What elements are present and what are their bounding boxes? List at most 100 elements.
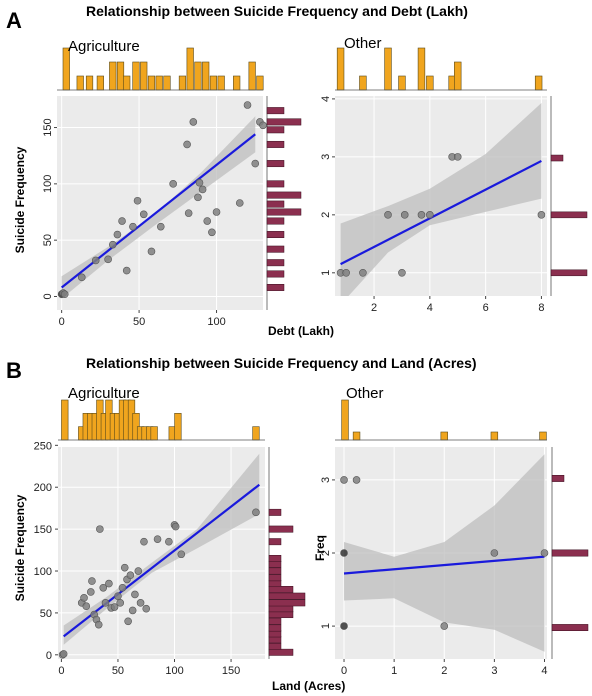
A-other-data-point xyxy=(400,211,409,219)
B-other-y-tick-label: 2 xyxy=(320,550,332,556)
panel-a-other: 2 4 6 8 1 2 3 4 Other xyxy=(320,35,588,314)
panel-a-agriculture-ylabel: Suicide Frequency xyxy=(13,146,27,253)
B-other-data-point xyxy=(352,476,361,484)
B-other-right-hist-bar xyxy=(551,624,589,631)
A-other-top-hist-bar xyxy=(359,75,367,91)
B-other-data-point xyxy=(340,622,348,630)
A-other-top-hist-bar xyxy=(384,47,392,91)
A-agriculture-right-hist-bar xyxy=(266,126,285,134)
B-agriculture-y-tick-label: 200 xyxy=(34,482,52,494)
A-other-data-point xyxy=(398,269,406,277)
B-agriculture-data-point xyxy=(87,588,95,596)
B-agriculture-x-tick-label: 50 xyxy=(112,665,124,677)
A-agriculture-right-hist-bar xyxy=(266,200,285,208)
B-agriculture-top-hist-bar xyxy=(61,399,69,441)
B-other-data-point xyxy=(340,476,348,484)
A-agriculture-data-point xyxy=(147,247,156,256)
A-agriculture-data-point xyxy=(189,118,198,126)
B-agriculture-fit-line xyxy=(62,483,261,638)
A-agriculture-right-hist-bar xyxy=(266,270,285,278)
A-agriculture-data-point xyxy=(208,228,216,237)
A-other-fit-line xyxy=(340,159,542,266)
B-agriculture-right-hist-bar xyxy=(268,617,282,625)
A-agriculture-data-point xyxy=(198,185,207,194)
B-agriculture-data-point xyxy=(128,606,137,615)
A-agriculture-data-point xyxy=(156,222,165,231)
B-agriculture-data-point xyxy=(120,563,129,572)
A-agriculture-plot-background xyxy=(57,96,263,310)
B-agriculture-data-point xyxy=(153,535,162,543)
B-agriculture-y-tick-label: 150 xyxy=(34,524,52,536)
A-agriculture-data-point xyxy=(184,209,193,217)
A-agriculture-top-hist-bar xyxy=(123,75,131,91)
A-agriculture-data-point xyxy=(183,140,191,149)
B-agriculture-y-tick-label: 100 xyxy=(34,566,52,578)
B-agriculture-data-point xyxy=(124,617,132,626)
A-agriculture-top-hist-bar xyxy=(96,75,104,91)
B-other-top-hist-bar xyxy=(539,431,547,441)
A-agriculture-y-tick-label: 100 xyxy=(42,175,54,193)
B-other-fit-line xyxy=(343,555,545,575)
B-agriculture-data-point xyxy=(136,599,145,607)
B-other-top-hist-bar xyxy=(352,431,361,441)
A-agriculture-data-point xyxy=(203,217,212,225)
B-agriculture-right-hist-bar xyxy=(268,525,294,533)
A-other-top-hist-bar xyxy=(426,75,434,91)
A-agriculture-data-point xyxy=(122,266,131,275)
B-agriculture-data-point xyxy=(165,537,173,546)
A-agriculture-data-point xyxy=(169,180,177,188)
B-agriculture-y-tick-label: 0 xyxy=(46,650,52,662)
A-other-data-point xyxy=(453,153,462,161)
B-other-top-hist-bar xyxy=(341,399,349,441)
B-agriculture-data-point xyxy=(80,594,88,602)
panel-b-agriculture-xlabel: Land (Acres) xyxy=(272,679,345,693)
B-agriculture-right-hist-bar xyxy=(268,630,282,638)
A-other-right-hist-bar xyxy=(550,269,588,277)
B-agriculture-y-tick-label: 50 xyxy=(40,608,52,620)
A-agriculture-data-point xyxy=(108,240,117,249)
A-agriculture-right-hist-bar xyxy=(266,284,285,291)
B-agriculture-right-hist-bar xyxy=(268,586,294,593)
A-other-y-tick-label: 1 xyxy=(320,270,332,276)
B-other-top-hist-bar xyxy=(490,431,499,441)
B-agriculture-right-hist-bar xyxy=(268,580,282,588)
A-agriculture-data-point xyxy=(113,230,122,239)
A-agriculture-y-tick-label: 0 xyxy=(42,293,54,299)
A-agriculture-top-hist-bar xyxy=(233,75,241,91)
A-other-data-point xyxy=(426,211,434,219)
B-agriculture-data-point xyxy=(101,599,110,607)
B-agriculture-data-point xyxy=(131,590,139,599)
section-a-label: A xyxy=(6,8,22,33)
A-agriculture-x-tick-label: 50 xyxy=(133,316,145,328)
B-other-right-hist-bar xyxy=(551,549,589,557)
A-agriculture-top-hist-bar xyxy=(116,61,125,91)
B-agriculture-right-hist-bar xyxy=(268,624,282,632)
A-other-data-point xyxy=(417,211,426,219)
B-agriculture-y-tick-label: 250 xyxy=(34,440,52,452)
A-other-y-tick-label: 2 xyxy=(320,212,332,218)
panel-b-other-ylabel: Freq xyxy=(313,535,327,561)
panel-a-agriculture-subtitle: Agriculture xyxy=(68,38,140,55)
A-agriculture-top-hist-bar xyxy=(109,61,117,91)
A-other-top-hist-bar xyxy=(454,61,462,91)
A-other-x-tick-label: 6 xyxy=(483,302,489,314)
B-agriculture-data-point xyxy=(94,620,103,629)
B-agriculture-right-hist-bar xyxy=(268,605,294,613)
B-agriculture-top-hist-bar xyxy=(150,426,158,441)
B-other-x-tick-label: 4 xyxy=(541,665,547,677)
A-other-y-tick-label: 4 xyxy=(320,96,332,102)
section-b-label: B xyxy=(6,358,22,383)
B-other-top-hist-bar xyxy=(440,431,448,441)
A-agriculture-top-hist-bar xyxy=(217,75,225,91)
A-agriculture-right-hist-bar xyxy=(266,107,285,115)
A-agriculture-data-point xyxy=(243,101,252,109)
A-agriculture-top-hist-bar xyxy=(248,61,256,91)
B-agriculture-data-point xyxy=(105,579,113,588)
B-agriculture-data-point xyxy=(134,567,143,575)
B-agriculture-data-point xyxy=(140,537,148,546)
A-other-x-tick-label: 2 xyxy=(371,302,377,314)
B-agriculture-right-hist-bar xyxy=(268,636,282,644)
B-agriculture-data-point xyxy=(88,577,96,585)
